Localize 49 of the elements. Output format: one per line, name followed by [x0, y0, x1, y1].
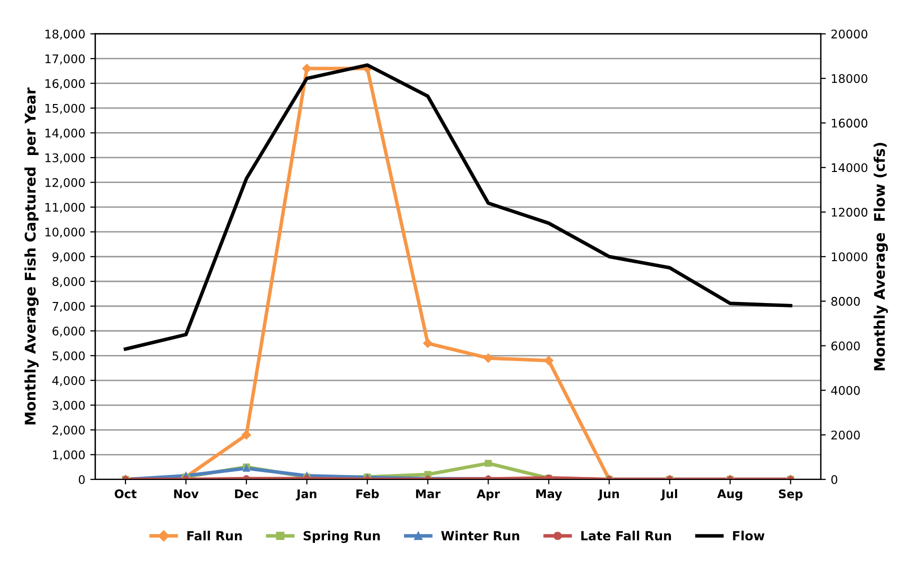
x-tick-label: Jul	[660, 489, 678, 500]
y-tick-label: 7,000	[52, 302, 85, 312]
y2-axis-title: Monthly Average Flow (cfs)	[874, 142, 888, 370]
y-axis-title: Monthly Average Fish Captured per Year	[24, 88, 39, 424]
legend-label: Spring Run	[304, 530, 380, 543]
legend-label: Flow	[733, 530, 764, 540]
y2-tick-label: 0	[831, 475, 838, 484]
legend-label: Fall Run	[187, 530, 242, 540]
y-tick-label: 16,000	[46, 79, 85, 90]
x-tick-label: Aug	[717, 489, 742, 501]
y2-tick-label: 8000	[831, 296, 860, 306]
y-tick-label: 15,000	[46, 104, 85, 114]
y-tick-label: 9,000	[52, 252, 85, 262]
y2-tick-label: 10000	[832, 252, 868, 262]
x-tick-label: Sep	[778, 489, 803, 501]
y2-tick-label: 12000	[832, 208, 868, 217]
y-tick-label: 18,000	[46, 30, 85, 40]
y2-tick-label: 4000	[831, 386, 860, 395]
y-tick-label: 1,000	[53, 450, 85, 461]
x-tick-label: Jan	[296, 489, 316, 500]
y-tick-label: 13,000	[46, 153, 85, 164]
legend-label: Winter Run	[441, 530, 520, 540]
y-tick-label: 5,000	[52, 351, 85, 362]
y-tick-label: 8,000	[52, 277, 85, 288]
y-tick-label: 11,000	[46, 202, 85, 213]
y-tick-label: 0	[78, 475, 85, 484]
y2-tick-label: 6000	[831, 341, 860, 350]
x-tick-label: Oct	[114, 489, 137, 498]
x-tick-label: Mar	[416, 489, 441, 498]
x-tick-label: Feb	[356, 489, 379, 498]
y-tick-label: 12,000	[46, 178, 85, 188]
y2-tick-label: 14000	[832, 163, 868, 172]
y-tick-label: 14,000	[46, 128, 85, 139]
x-tick-label: Apr	[476, 489, 500, 501]
y-tick-label: 3,000	[52, 400, 85, 411]
y-tick-label: 17,000	[46, 54, 85, 64]
y-tick-label: 2,000	[52, 426, 85, 436]
y2-tick-label: 18000	[832, 74, 868, 84]
x-tick-label: Nov	[174, 489, 199, 498]
x-tick-label: Jun	[598, 489, 619, 500]
y2-tick-label: 16000	[832, 118, 868, 128]
x-tick-label: Dec	[235, 489, 258, 498]
y2-tick-label: 20000	[831, 30, 868, 38]
y2-tick-label: 2000	[831, 430, 860, 440]
legend-label: Late Fall Run	[581, 530, 671, 540]
y-tick-label: 10,000	[46, 228, 85, 238]
x-tick-label: May	[536, 489, 562, 501]
y-tick-label: 6,000	[52, 326, 85, 337]
y-tick-label: 4,000	[52, 376, 85, 386]
